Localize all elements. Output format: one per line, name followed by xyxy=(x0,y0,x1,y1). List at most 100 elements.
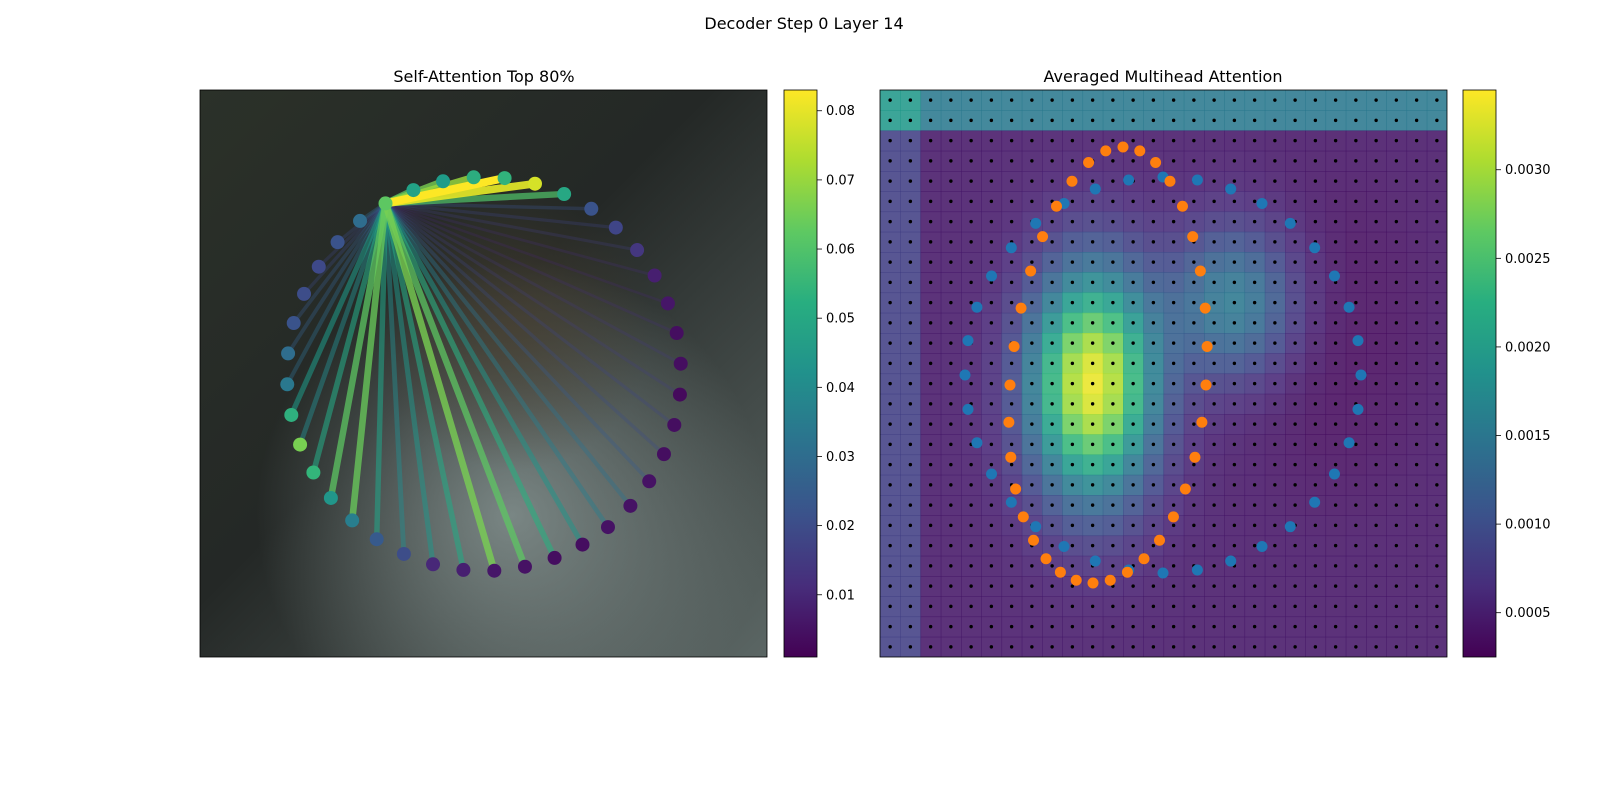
orange-point xyxy=(1004,379,1016,391)
grid-dot xyxy=(1333,260,1338,264)
grid-dot xyxy=(1090,462,1095,467)
grid-dot xyxy=(1131,280,1135,285)
orange-point xyxy=(1100,145,1112,157)
grid-dot xyxy=(1293,321,1297,325)
grid-dot xyxy=(1192,503,1196,507)
grid-dot xyxy=(1050,260,1054,264)
grid-dot xyxy=(1151,260,1156,264)
grid-dot xyxy=(1435,604,1439,609)
grid-dot xyxy=(949,159,953,163)
grid-dot xyxy=(1252,199,1257,204)
blue-point xyxy=(1089,555,1101,567)
grid-dot xyxy=(969,483,973,487)
grid-dot xyxy=(1171,624,1176,629)
grid-dot xyxy=(908,543,913,548)
grid-dot xyxy=(1414,564,1419,568)
grid-dot xyxy=(1354,381,1358,386)
grid-dot xyxy=(1131,543,1135,548)
grid-dot xyxy=(1435,624,1439,629)
grid-dot xyxy=(908,442,913,447)
grid-dot xyxy=(1171,159,1176,163)
grid-dot xyxy=(908,462,913,467)
grid-dot xyxy=(1192,543,1196,548)
grid-dot xyxy=(1394,442,1399,447)
grid-dot xyxy=(1192,300,1196,305)
grid-dot xyxy=(928,240,933,244)
grid-dot xyxy=(1212,503,1216,507)
grid-dot xyxy=(1333,98,1338,102)
grid-dot xyxy=(928,260,933,264)
grid-dot xyxy=(1151,584,1156,588)
grid-dot xyxy=(1070,462,1075,467)
attention-edge xyxy=(348,200,389,524)
grid-dot xyxy=(1333,442,1338,447)
grid-dot xyxy=(1293,584,1297,588)
attention-edge xyxy=(383,201,618,230)
grid-dot xyxy=(989,159,994,163)
attention-node xyxy=(286,316,301,331)
blue-point xyxy=(1030,217,1042,229)
grid-dot xyxy=(969,564,973,568)
grid-dot xyxy=(1293,543,1297,548)
grid-dot xyxy=(1354,422,1358,426)
grid-dot xyxy=(1212,604,1216,609)
blue-point xyxy=(1123,174,1135,186)
grid-dot xyxy=(1070,280,1075,285)
grid-dot xyxy=(969,300,973,305)
grid-dot xyxy=(1252,321,1257,325)
attention-edge xyxy=(383,201,611,530)
grid-dot xyxy=(1232,381,1237,386)
grid-dot xyxy=(1090,543,1095,548)
grid-dot xyxy=(1131,138,1135,143)
grid-dot xyxy=(1435,483,1439,487)
blue-point xyxy=(1309,242,1321,254)
grid-dot xyxy=(969,523,973,528)
grid-dot xyxy=(1313,159,1318,163)
grid-dot xyxy=(1252,645,1257,649)
grid-dot xyxy=(1212,300,1216,305)
grid-dot xyxy=(1090,604,1095,609)
grid-dot xyxy=(1111,240,1115,244)
grid-dot xyxy=(1394,624,1399,629)
attention-node xyxy=(293,437,308,452)
grid-dot xyxy=(1111,483,1115,487)
grid-dot xyxy=(949,624,953,629)
grid-dot xyxy=(1252,341,1257,345)
grid-dot xyxy=(1374,523,1378,528)
grid-dot xyxy=(1090,523,1095,528)
grid-dot xyxy=(1354,584,1358,588)
grid-dot xyxy=(1171,584,1176,588)
orange-point xyxy=(1008,341,1020,353)
grid-dot xyxy=(1435,564,1439,568)
grid-dot xyxy=(1192,321,1196,325)
grid-dot xyxy=(1394,402,1399,406)
grid-dot xyxy=(1050,98,1054,102)
grid-dot xyxy=(1090,483,1095,487)
orange-point xyxy=(1134,145,1146,157)
blue-point xyxy=(962,335,974,347)
grid-dot xyxy=(928,584,933,588)
grid-dot xyxy=(1050,402,1054,406)
grid-dot xyxy=(1212,219,1216,224)
grid-dot xyxy=(1131,624,1135,629)
grid-dot xyxy=(1030,381,1034,386)
grid-dot xyxy=(1252,402,1257,406)
grid-dot xyxy=(1111,179,1115,183)
grid-dot xyxy=(1313,523,1318,528)
grid-dot xyxy=(1131,159,1135,163)
grid-dot xyxy=(1212,341,1216,345)
grid-dot xyxy=(1090,422,1095,426)
blue-point xyxy=(1328,468,1340,480)
grid-dot xyxy=(1111,442,1115,447)
grid-dot xyxy=(1212,199,1216,204)
grid-dot xyxy=(1273,118,1277,123)
attention-node xyxy=(466,170,481,185)
attention-edge xyxy=(383,201,666,456)
self-attention-panel: Self-Attention Top 80% 0.010.020.030.040… xyxy=(199,67,855,658)
grid-dot xyxy=(1435,584,1439,588)
grid-dot xyxy=(1151,604,1156,609)
grid-dot xyxy=(908,240,913,244)
grid-dot xyxy=(1050,240,1054,244)
grid-dot xyxy=(1232,138,1237,143)
grid-dot xyxy=(1009,179,1014,183)
